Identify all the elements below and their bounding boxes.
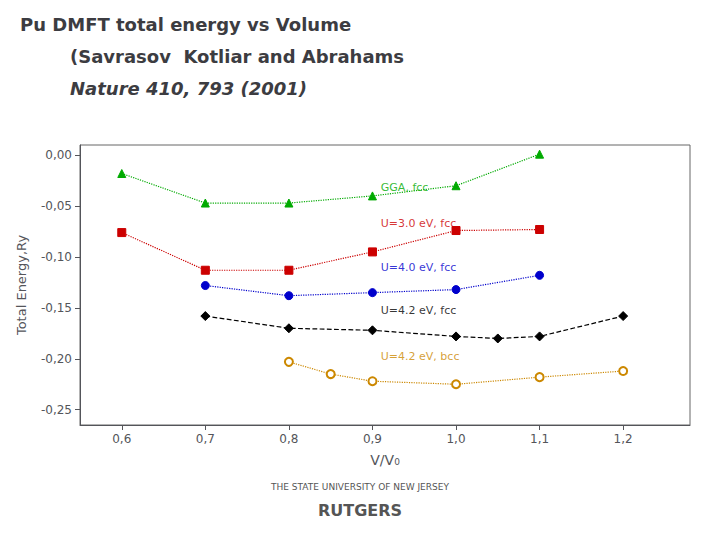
svg-text:1,1: 1,1	[530, 432, 549, 446]
svg-text:(Savrasov Kotliar and Abraham: (Savrasov Kotliar and Abrahams	[70, 46, 404, 67]
svg-text:0,9: 0,9	[363, 432, 382, 446]
svg-text:THE STATE UNIVERSITY OF NEW JE: THE STATE UNIVERSITY OF NEW JERSEY	[270, 482, 449, 492]
svg-text:-0,25: -0,25	[41, 403, 72, 417]
svg-text:1,0: 1,0	[446, 432, 465, 446]
svg-text:-0,05: -0,05	[41, 199, 72, 213]
svg-text:0,7: 0,7	[196, 432, 215, 446]
svg-text:V/V₀: V/V₀	[370, 452, 400, 468]
svg-text:U=4.2 eV, bcc: U=4.2 eV, bcc	[381, 350, 460, 363]
svg-text:-0,20: -0,20	[41, 352, 72, 366]
svg-text:-0,10: -0,10	[41, 250, 72, 264]
svg-text:U=3.0 eV, fcc: U=3.0 eV, fcc	[381, 217, 457, 230]
svg-text:RUTGERS: RUTGERS	[318, 501, 402, 520]
svg-text:GGA, fcc: GGA, fcc	[381, 181, 429, 194]
svg-text:-0,15: -0,15	[41, 301, 72, 315]
svg-text:1,2: 1,2	[614, 432, 633, 446]
svg-text:U=4.2 eV, fcc: U=4.2 eV, fcc	[381, 304, 457, 317]
svg-text:Pu DMFT total energy vs Volume: Pu DMFT total energy vs Volume	[20, 14, 351, 35]
svg-text:Nature 410, 793 (2001): Nature 410, 793 (2001)	[70, 78, 307, 99]
svg-text:U=4.0 eV, fcc: U=4.0 eV, fcc	[381, 261, 457, 274]
svg-text:0,6: 0,6	[112, 432, 131, 446]
svg-text:0,00: 0,00	[45, 148, 72, 162]
svg-text:0,8: 0,8	[279, 432, 298, 446]
svg-text:Total Energy,Ry: Total Energy,Ry	[14, 235, 29, 336]
